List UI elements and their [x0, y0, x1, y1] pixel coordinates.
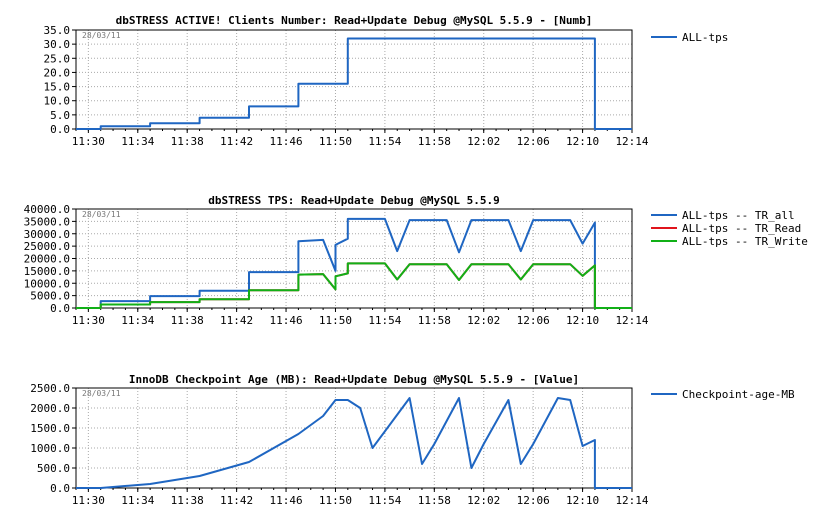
x-tick-label: 11:34 — [121, 314, 154, 327]
y-tick-label: 35000.0 — [24, 215, 70, 228]
y-tick-label: 15000.0 — [24, 265, 70, 278]
date-label: 28/03/11 — [82, 31, 121, 40]
x-tick-label: 11:50 — [319, 135, 352, 148]
x-tick-label: 12:06 — [517, 494, 550, 507]
x-tick-label: 11:54 — [368, 314, 401, 327]
x-tick-label: 12:10 — [566, 314, 599, 327]
legend-label: ALL-tps -- TR_all — [682, 209, 795, 222]
y-tick-label: 10.0 — [44, 95, 71, 108]
y-tick-label: 25.0 — [44, 52, 71, 65]
x-tick-label: 11:30 — [72, 135, 105, 148]
series-line-1 — [76, 217, 632, 309]
y-tick-label: 2500.0 — [30, 382, 70, 395]
y-tick-label: 10000.0 — [24, 277, 70, 290]
x-tick-label: 11:34 — [121, 494, 154, 507]
x-tick-label: 12:02 — [467, 135, 500, 148]
chart-title: InnoDB Checkpoint Age (MB): Read+Update … — [129, 373, 579, 386]
x-tick-label: 11:38 — [171, 314, 204, 327]
x-tick-label: 12:14 — [615, 135, 648, 148]
x-tick-label: 12:14 — [615, 494, 648, 507]
x-tick-label: 12:10 — [566, 494, 599, 507]
legend-label: Checkpoint-age-MB — [682, 388, 795, 401]
y-tick-label: 500.0 — [37, 462, 70, 475]
y-tick-label: 0.0 — [50, 123, 70, 136]
y-tick-label: 0.0 — [50, 482, 70, 495]
x-tick-label: 11:54 — [368, 135, 401, 148]
x-tick-label: 11:50 — [319, 494, 352, 507]
x-tick-label: 11:46 — [269, 314, 302, 327]
y-tick-label: 5.0 — [50, 109, 70, 122]
plot-frame — [75, 208, 633, 309]
x-tick-label: 11:30 — [72, 314, 105, 327]
y-tick-label: 20.0 — [44, 66, 71, 79]
x-tick-label: 12:06 — [517, 135, 550, 148]
x-tick-label: 11:38 — [171, 494, 204, 507]
y-tick-label: 40000.0 — [24, 203, 70, 216]
x-tick-label: 12:14 — [615, 314, 648, 327]
y-tick-label: 35.0 — [44, 24, 71, 37]
series-line-1 — [76, 37, 632, 130]
x-tick-label: 11:42 — [220, 494, 253, 507]
x-tick-label: 12:10 — [566, 135, 599, 148]
date-label: 28/03/11 — [82, 210, 121, 219]
plot-frame — [75, 387, 633, 489]
plot-area — [76, 209, 632, 308]
x-tick-label: 11:58 — [418, 135, 451, 148]
x-tick-label: 11:58 — [418, 314, 451, 327]
x-tick-label: 11:58 — [418, 494, 451, 507]
date-label: 28/03/11 — [82, 389, 121, 398]
x-tick-label: 11:46 — [269, 135, 302, 148]
y-tick-label: 0.0 — [50, 302, 70, 315]
chart-2: dbSTRESS TPS: Read+Update Debug @MySQL 5… — [24, 194, 808, 327]
x-tick-label: 11:42 — [220, 135, 253, 148]
y-tick-label: 1000.0 — [30, 442, 70, 455]
legend: ALL-tps — [651, 31, 728, 44]
x-tick-label: 12:02 — [467, 314, 500, 327]
series-line-3 — [76, 262, 632, 309]
y-tick-label: 2000.0 — [30, 402, 70, 415]
x-tick-label: 11:34 — [121, 135, 154, 148]
x-tick-label: 11:38 — [171, 135, 204, 148]
y-tick-label: 30000.0 — [24, 228, 70, 241]
legend-label: ALL-tps — [682, 31, 728, 44]
y-tick-label: 30.0 — [44, 38, 71, 51]
x-tick-label: 12:06 — [517, 314, 550, 327]
legend-label: ALL-tps -- TR_Write — [682, 235, 808, 248]
series-line-1 — [76, 397, 632, 489]
x-tick-label: 11:30 — [72, 494, 105, 507]
x-tick-label: 12:02 — [467, 494, 500, 507]
y-tick-label: 1500.0 — [30, 422, 70, 435]
legend: Checkpoint-age-MB — [651, 388, 795, 401]
chart-title: dbSTRESS ACTIVE! Clients Number: Read+Up… — [116, 14, 593, 27]
y-tick-label: 20000.0 — [24, 253, 70, 266]
x-tick-label: 11:46 — [269, 494, 302, 507]
y-tick-label: 25000.0 — [24, 240, 70, 253]
plot-frame — [75, 29, 633, 130]
x-tick-label: 11:54 — [368, 494, 401, 507]
chart-title: dbSTRESS TPS: Read+Update Debug @MySQL 5… — [208, 194, 499, 207]
x-tick-label: 11:50 — [319, 314, 352, 327]
plot-area — [76, 30, 632, 129]
chart-1: dbSTRESS ACTIVE! Clients Number: Read+Up… — [44, 14, 729, 148]
legend-label: ALL-tps -- TR_Read — [682, 222, 801, 235]
y-tick-label: 15.0 — [44, 81, 71, 94]
y-tick-label: 5000.0 — [30, 290, 70, 303]
x-tick-label: 11:42 — [220, 314, 253, 327]
chart-3: InnoDB Checkpoint Age (MB): Read+Update … — [30, 373, 795, 507]
